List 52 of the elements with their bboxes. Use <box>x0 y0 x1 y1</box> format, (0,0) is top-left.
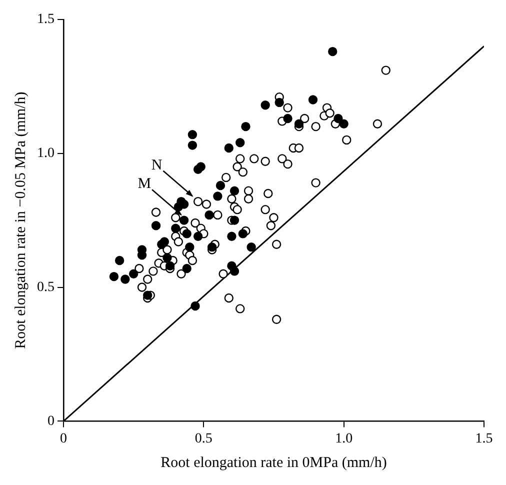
point <box>230 186 240 196</box>
point <box>193 232 203 241</box>
point <box>204 210 214 220</box>
y-axis-title: Root elongation rate in −0.05 MPa (mm/h) <box>12 92 29 349</box>
point <box>241 122 250 132</box>
point <box>274 98 284 108</box>
point <box>196 162 206 172</box>
point <box>213 192 222 201</box>
point <box>179 216 189 225</box>
x-tick-label: 1.5 <box>475 431 493 446</box>
point <box>308 95 318 104</box>
point <box>171 224 180 233</box>
point <box>185 242 194 252</box>
point <box>109 272 119 282</box>
point <box>207 242 217 252</box>
y-tick-label: 0 <box>48 414 54 429</box>
point <box>188 130 198 140</box>
point <box>227 232 236 241</box>
point <box>224 143 234 153</box>
point <box>182 229 192 238</box>
point <box>182 264 192 274</box>
x-tick-label: 1.0 <box>335 431 353 446</box>
point <box>339 119 348 128</box>
point <box>283 114 292 124</box>
y-tick-label: 0.5 <box>37 280 54 295</box>
point <box>120 274 130 284</box>
annotation: N <box>151 157 162 174</box>
point <box>294 119 304 128</box>
point <box>143 290 152 300</box>
point <box>114 256 124 266</box>
point <box>160 237 170 246</box>
x-tick-label: 0 <box>60 431 67 446</box>
point <box>128 269 138 278</box>
x-tick-label: 0.5 <box>194 431 212 446</box>
point <box>230 216 240 225</box>
point <box>334 114 343 124</box>
point <box>260 100 270 110</box>
point <box>162 253 172 262</box>
point <box>238 229 248 238</box>
point <box>230 266 240 276</box>
annotation: M <box>138 176 152 192</box>
point <box>165 261 175 270</box>
point <box>236 138 245 148</box>
point <box>246 242 256 252</box>
point <box>216 180 226 190</box>
point <box>190 301 200 311</box>
x-axis-title: Root elongation rate in 0MPa (mm/h) <box>160 454 387 471</box>
point <box>328 46 338 56</box>
point <box>188 140 198 150</box>
point <box>151 221 161 230</box>
y-tick-label: 1.0 <box>37 146 54 162</box>
y-tick-label: 1.5 <box>37 12 54 28</box>
